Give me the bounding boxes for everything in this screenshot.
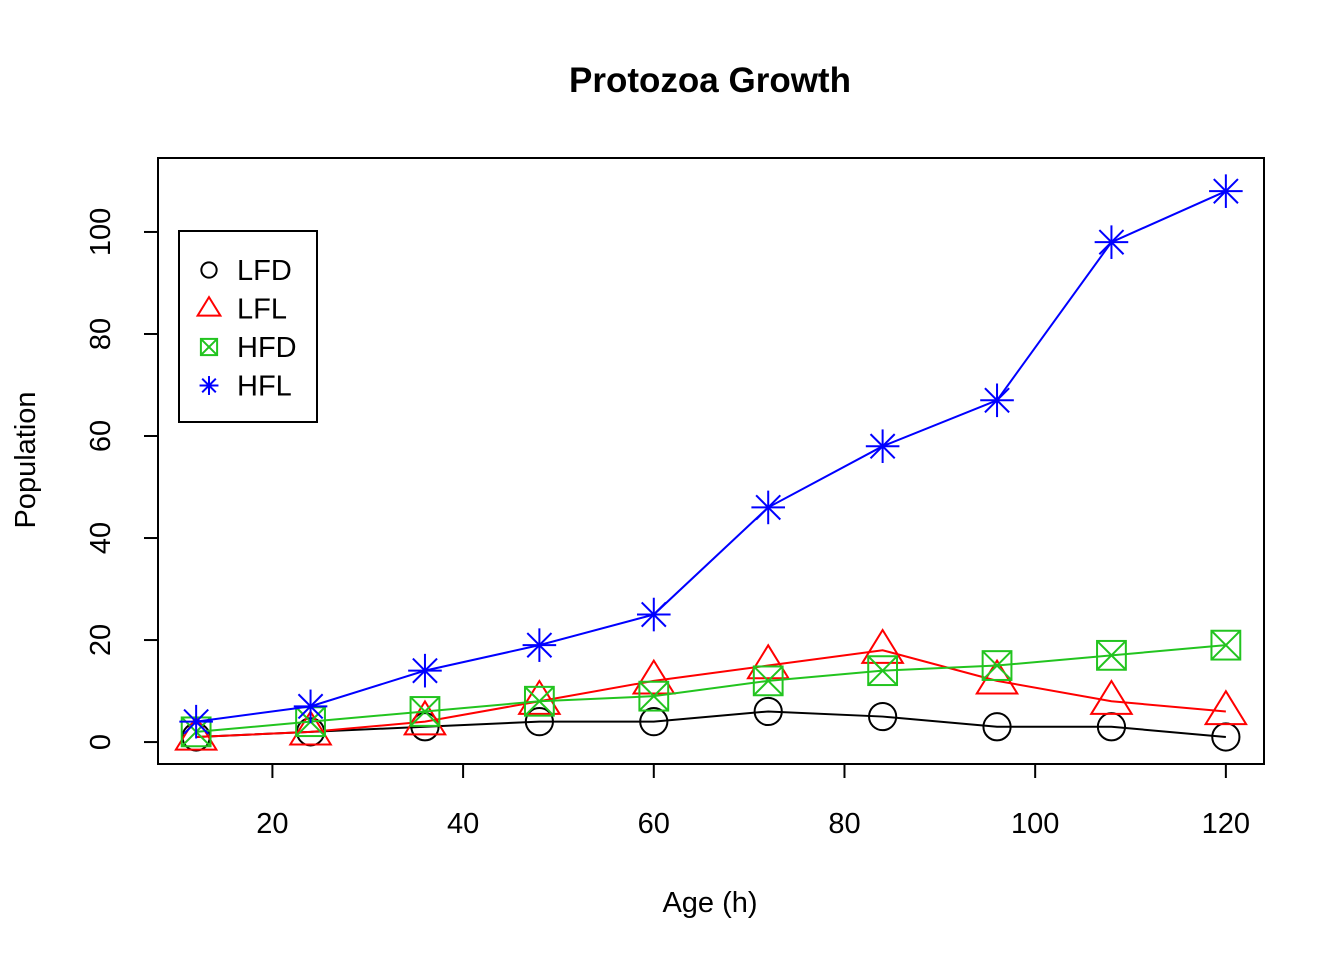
data-point-lfd xyxy=(639,707,669,737)
series-line-hfd xyxy=(196,644,1226,733)
legend-label-hfl: HFL xyxy=(237,371,292,403)
data-point-lfl xyxy=(1089,679,1134,715)
series-layer xyxy=(174,174,1248,752)
data-point-lfd xyxy=(868,701,898,732)
data-point-hfl xyxy=(522,628,557,662)
data-point-lfd xyxy=(524,707,554,737)
data-point-lfl xyxy=(517,679,562,715)
data-point-hfl xyxy=(636,597,671,632)
data-point-lfl xyxy=(746,643,791,680)
data-point-lfd xyxy=(982,712,1012,742)
x-axis: 20 40 60 80 100 120 xyxy=(256,763,1250,840)
x-tick-label: 120 xyxy=(1202,808,1250,840)
x-tick-label: 80 xyxy=(828,808,860,840)
data-point-lfl xyxy=(288,709,333,746)
chart-title: Protozoa Growth xyxy=(569,61,851,100)
data-point-hfl xyxy=(1094,225,1129,259)
legend: LFD LFL HFD HFL xyxy=(178,230,318,423)
y-tick-label: 20 xyxy=(85,624,117,656)
data-point-hfd xyxy=(867,655,899,687)
x-tick-label: 60 xyxy=(638,808,670,840)
data-point-hfd xyxy=(409,696,441,727)
legend-marker-lfd xyxy=(200,261,218,279)
series-line-lfd xyxy=(196,710,1226,738)
data-point-lfl xyxy=(402,699,447,736)
data-point-hfd xyxy=(523,685,555,717)
series-hfl xyxy=(179,174,1243,739)
data-point-hfl xyxy=(980,383,1014,418)
x-tick-label: 100 xyxy=(1011,808,1059,840)
legend-label-lfl: LFL xyxy=(237,294,287,326)
data-point-hfl xyxy=(1209,174,1243,208)
series-line-hfl xyxy=(196,190,1227,723)
legend-label-lfd: LFD xyxy=(237,255,292,287)
legend-item-hfd: HFD xyxy=(199,332,297,364)
y-tick-label: 0 xyxy=(85,734,117,750)
data-point-hfl xyxy=(179,704,213,739)
data-point-lfl xyxy=(860,628,905,664)
legend-marker-hfd xyxy=(199,337,219,357)
legend-marker-hfl xyxy=(199,376,219,395)
data-point-hfd xyxy=(638,680,670,712)
legend-box xyxy=(178,230,318,423)
data-point-hfl xyxy=(408,653,442,688)
y-axis-label: Population xyxy=(10,391,42,528)
data-point-hfl xyxy=(865,429,900,464)
data-point-hfd xyxy=(752,665,784,697)
data-point-hfl xyxy=(293,689,328,724)
legend-label-hfd: HFD xyxy=(237,332,297,364)
data-point-hfd xyxy=(1096,639,1127,671)
x-tick-label: 40 xyxy=(447,808,479,840)
data-point-hfd xyxy=(1210,629,1242,661)
y-axis: 0 20 40 60 80 100 xyxy=(85,208,159,750)
series-line-lfl xyxy=(196,649,1226,738)
data-point-lfl xyxy=(1203,689,1248,726)
data-point-hfd xyxy=(981,650,1013,681)
legend-item-hfl: HFL xyxy=(199,371,292,403)
data-point-hfl xyxy=(751,490,786,525)
series-lfd xyxy=(181,696,1241,752)
y-tick-label: 60 xyxy=(85,420,117,452)
legend-item-lfl: LFL xyxy=(195,294,287,326)
legend-marker-lfl xyxy=(195,295,223,317)
data-point-lfl xyxy=(631,658,676,695)
x-axis-label: Age (h) xyxy=(662,887,757,919)
y-tick-label: 40 xyxy=(85,522,117,554)
legend-item-lfd: LFD xyxy=(200,255,292,287)
x-tick-label: 20 xyxy=(256,808,288,840)
data-point-lfd xyxy=(753,696,783,727)
y-tick-label: 100 xyxy=(85,208,117,256)
y-tick-label: 80 xyxy=(85,318,117,350)
